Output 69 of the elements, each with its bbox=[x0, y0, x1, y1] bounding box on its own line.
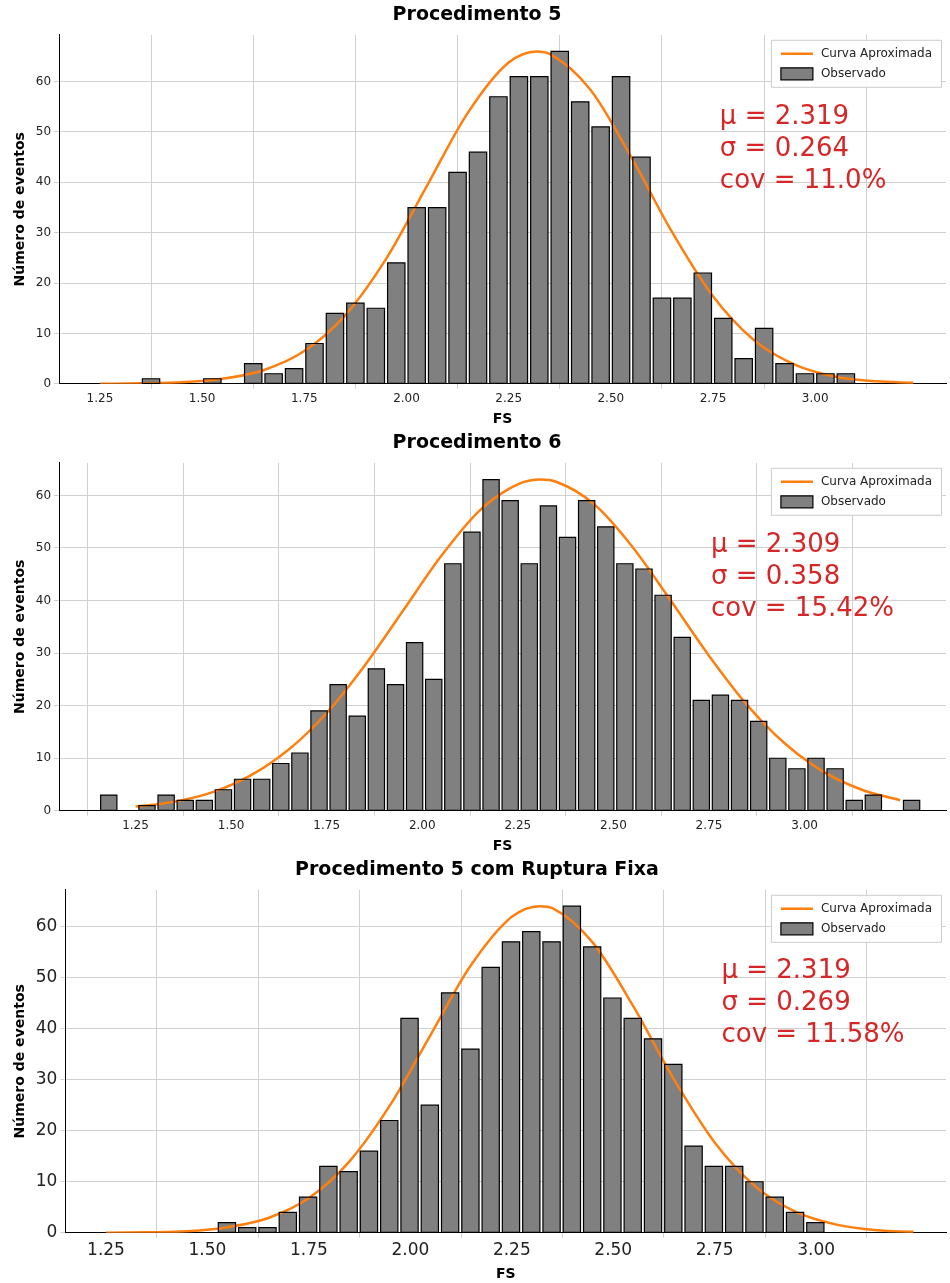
annotation: μ = 2.319 bbox=[719, 100, 850, 131]
x-tick-label: 2.50 bbox=[594, 1239, 633, 1260]
x-tick-label: 2.50 bbox=[597, 391, 625, 406]
x-tick-label: 2.75 bbox=[699, 391, 727, 406]
y-tick-label: 60 bbox=[35, 73, 52, 88]
chart-title: Procedimento 6 bbox=[392, 430, 562, 453]
legend-label: Observado bbox=[820, 65, 886, 80]
x-tick-label: 2.00 bbox=[391, 1239, 430, 1260]
x-tick-label: 3.00 bbox=[791, 818, 818, 833]
y-axis-title: Número de eventos bbox=[11, 984, 28, 1139]
x-tick-label: 3.00 bbox=[801, 391, 829, 406]
annotation: μ = 2.309 bbox=[710, 528, 841, 559]
y-tick-label: 50 bbox=[35, 540, 52, 555]
y-tick-label: 60 bbox=[35, 914, 58, 935]
y-tick-label: 20 bbox=[35, 275, 52, 290]
chart-title: Procedimento 5 bbox=[392, 2, 562, 25]
y-tick-label: 0 bbox=[46, 1221, 58, 1242]
annotation: σ = 0.358 bbox=[710, 560, 841, 591]
x-tick-label: 1.75 bbox=[313, 818, 341, 833]
x-axis-title: FS bbox=[492, 410, 513, 427]
legend-label: Curva Aproximada bbox=[820, 473, 932, 488]
y-tick-label: 40 bbox=[35, 1017, 58, 1038]
y-tick-label: 0 bbox=[43, 375, 52, 390]
y-tick-label: 30 bbox=[35, 645, 52, 660]
y-tick-label: 10 bbox=[35, 1170, 58, 1191]
chart-title: Procedimento 5 com Ruptura Fixa bbox=[295, 857, 659, 880]
x-tick-label: 1.75 bbox=[289, 1239, 328, 1260]
legend-label: Observado bbox=[820, 493, 886, 508]
legend-label: Curva Aproximada bbox=[820, 900, 932, 915]
y-tick-label: 10 bbox=[35, 325, 52, 340]
annotation: σ = 0.269 bbox=[721, 986, 851, 1017]
y-tick-label: 50 bbox=[35, 966, 58, 987]
x-tick-label: 2.00 bbox=[393, 391, 420, 406]
x-tick-label: 3.00 bbox=[797, 1239, 836, 1260]
annotation: μ = 2.319 bbox=[721, 954, 851, 985]
x-tick-label: 1.50 bbox=[188, 1239, 227, 1260]
annotation: cov = 11.58% bbox=[721, 1018, 905, 1049]
y-axis-title: Número de eventos bbox=[11, 559, 28, 714]
legend-label: Curva Aproximada bbox=[820, 45, 932, 60]
x-tick-label: 1.25 bbox=[122, 818, 149, 833]
x-tick-label: 1.25 bbox=[87, 1239, 125, 1260]
x-tick-label: 2.75 bbox=[695, 818, 723, 833]
y-tick-label: 30 bbox=[35, 224, 52, 239]
annotation: cov = 11.0% bbox=[719, 164, 887, 195]
annotation: cov = 15.42% bbox=[710, 592, 895, 623]
x-tick-label: 2.25 bbox=[504, 818, 532, 833]
y-tick-label: 10 bbox=[35, 750, 52, 765]
x-tick-label: 2.75 bbox=[695, 1239, 734, 1260]
legend-label: Observado bbox=[820, 920, 886, 935]
x-tick-label: 1.25 bbox=[86, 391, 114, 406]
y-tick-label: 50 bbox=[35, 124, 52, 139]
y-tick-label: 30 bbox=[35, 1068, 58, 1089]
y-axis-title: Número de eventos bbox=[11, 132, 28, 287]
x-tick-label: 2.25 bbox=[495, 391, 523, 406]
x-tick-label: 2.00 bbox=[408, 818, 436, 833]
x-axis-title: FS bbox=[495, 1265, 516, 1282]
x-axis-title: FS bbox=[492, 837, 513, 854]
x-tick-label: 1.50 bbox=[188, 391, 216, 406]
y-tick-label: 20 bbox=[35, 1119, 58, 1140]
x-tick-label: 1.75 bbox=[290, 391, 318, 406]
x-tick-label: 2.25 bbox=[492, 1239, 531, 1260]
y-tick-label: 40 bbox=[35, 592, 52, 607]
y-tick-label: 20 bbox=[35, 697, 52, 712]
y-tick-label: 0 bbox=[43, 802, 52, 817]
x-tick-label: 1.50 bbox=[217, 818, 245, 833]
x-tick-label: 2.50 bbox=[600, 818, 627, 833]
annotation: σ = 0.264 bbox=[719, 132, 850, 163]
y-tick-label: 40 bbox=[35, 174, 52, 189]
y-tick-label: 60 bbox=[35, 487, 52, 502]
